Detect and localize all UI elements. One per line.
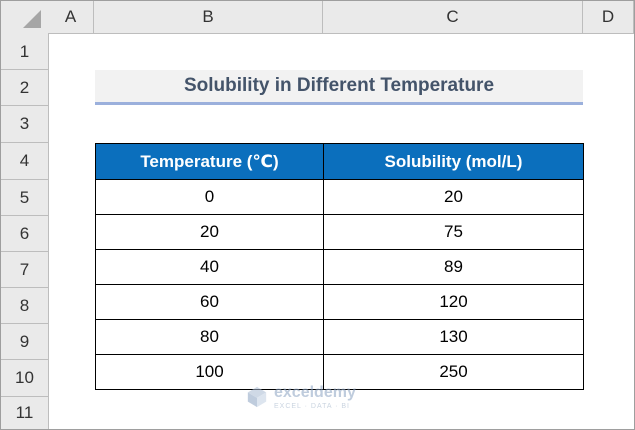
row-header-2[interactable]: 2 <box>1 70 49 106</box>
table-row: 60 120 <box>95 284 584 320</box>
temperature-cell[interactable]: 100 <box>95 354 324 390</box>
table-row: 80 130 <box>95 319 584 355</box>
select-all-icon <box>23 10 41 28</box>
temperature-cell[interactable]: 0 <box>95 179 324 215</box>
temperature-cell[interactable]: 40 <box>95 249 324 285</box>
row-header-5[interactable]: 5 <box>1 180 49 216</box>
row-header-6[interactable]: 6 <box>1 216 49 252</box>
temperature-cell[interactable]: 20 <box>95 214 324 250</box>
solubility-cell[interactable]: 120 <box>323 284 584 320</box>
solubility-cell[interactable]: 250 <box>323 354 584 390</box>
table-row: 0 20 <box>95 179 584 215</box>
row-header-11[interactable]: 11 <box>1 397 49 429</box>
sheet-title[interactable]: Solubility in Different Temperature <box>95 70 583 105</box>
watermark-tagline: EXCEL · DATA · BI <box>274 402 350 410</box>
row-header-4[interactable]: 4 <box>1 143 49 180</box>
table-row: 40 89 <box>95 249 584 285</box>
row-header-3[interactable]: 3 <box>1 106 49 143</box>
table-header-row: Temperature (℃) Solubility (mol/L) <box>95 143 584 180</box>
header-solubility[interactable]: Solubility (mol/L) <box>323 143 584 180</box>
column-header-b[interactable]: B <box>94 1 323 34</box>
select-all-corner[interactable] <box>1 1 49 35</box>
solubility-cell[interactable]: 130 <box>323 319 584 355</box>
temperature-cell[interactable]: 60 <box>95 284 324 320</box>
watermark-name: exceldemy <box>274 383 356 401</box>
solubility-table: Temperature (℃) Solubility (mol/L) 0 20 … <box>95 143 584 390</box>
table-row: 20 75 <box>95 214 584 250</box>
column-header-a[interactable]: A <box>48 1 94 34</box>
exceldemy-watermark: exceldemy EXCEL · DATA · BI <box>246 382 396 412</box>
row-header-10[interactable]: 10 <box>1 360 49 397</box>
row-header-1[interactable]: 1 <box>1 34 49 70</box>
temperature-cell[interactable]: 80 <box>95 319 324 355</box>
exceldemy-logo-icon <box>247 386 267 408</box>
table-row: 100 250 <box>95 354 584 390</box>
row-header-9[interactable]: 9 <box>1 324 49 360</box>
solubility-cell[interactable]: 75 <box>323 214 584 250</box>
header-temperature[interactable]: Temperature (℃) <box>95 143 324 180</box>
solubility-cell[interactable]: 20 <box>323 179 584 215</box>
row-header-8[interactable]: 8 <box>1 288 49 324</box>
row-header-7[interactable]: 7 <box>1 252 49 288</box>
solubility-cell[interactable]: 89 <box>323 249 584 285</box>
column-header-c[interactable]: C <box>323 1 583 34</box>
column-header-d[interactable]: D <box>583 1 634 34</box>
